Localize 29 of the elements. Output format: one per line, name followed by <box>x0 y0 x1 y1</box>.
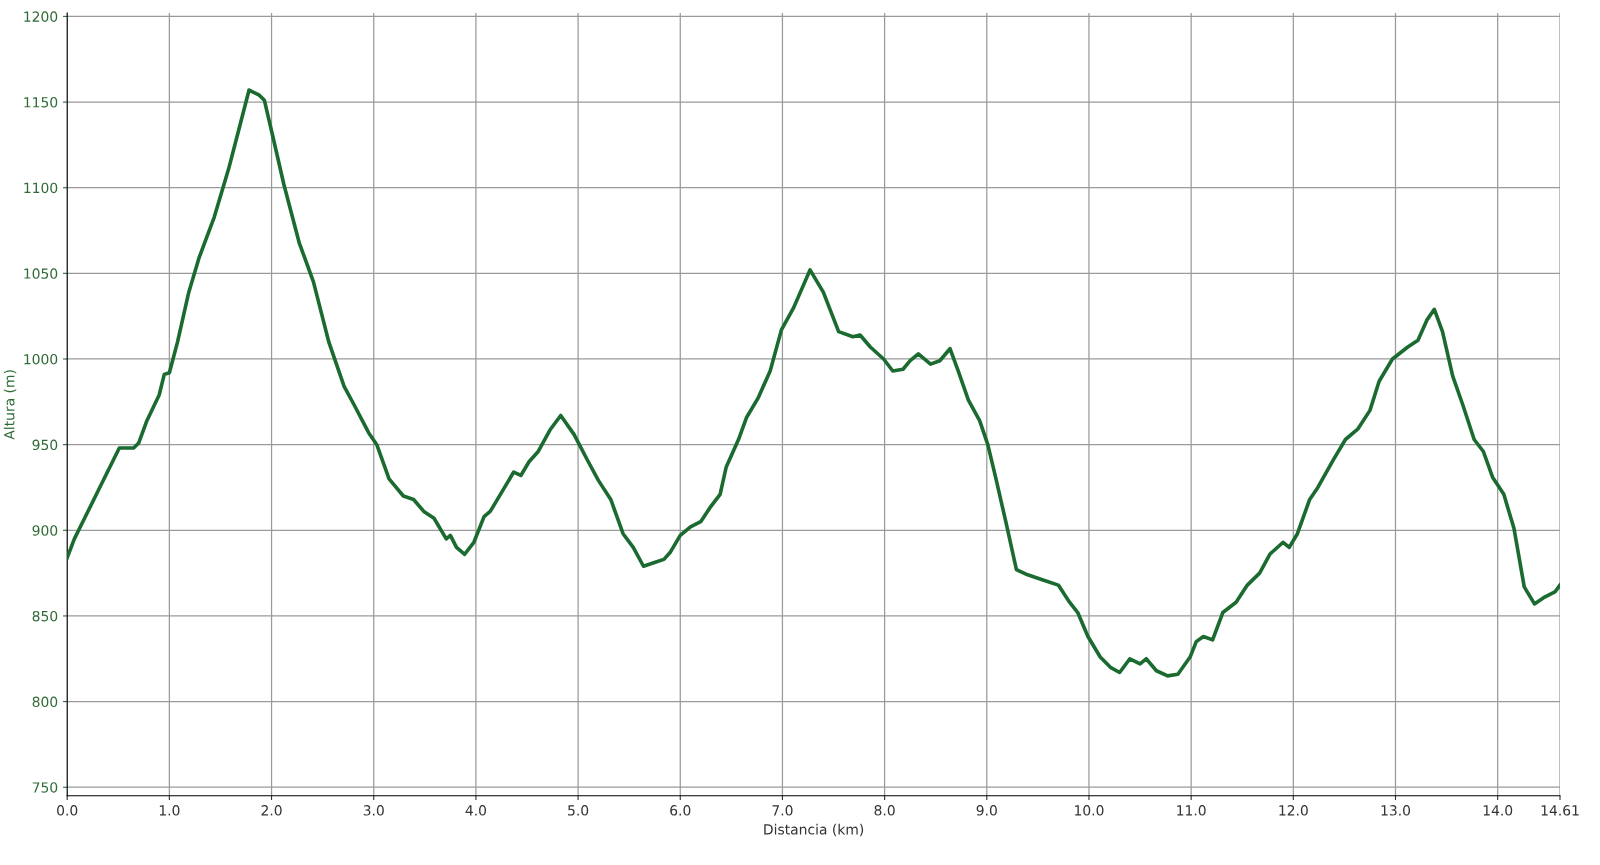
x-tick-label: 7.0 <box>772 805 793 816</box>
y-tick-label: 1200 <box>24 11 58 22</box>
y-tick-label: 1150 <box>24 97 58 108</box>
x-tick-label: 12.0 <box>1279 805 1308 816</box>
x-tick-label: 3.0 <box>363 805 384 816</box>
x-tick-label: 14.0 <box>1483 805 1513 816</box>
x-tick-label: 4.0 <box>465 805 487 816</box>
y-tick-label: 850 <box>32 610 58 622</box>
x-tick-label: 6.0 <box>670 805 691 816</box>
x-tick-label: 1.0 <box>159 805 180 816</box>
x-tick-label: 10.0 <box>1075 805 1104 816</box>
x-tick-label: 5.0 <box>568 805 589 816</box>
line-series <box>67 88 1561 678</box>
x-tick-label: 13.0 <box>1381 805 1411 816</box>
x-tick-label: 11.0 <box>1177 805 1206 816</box>
y-tick-label: 750 <box>32 782 58 793</box>
x-tick-label: 0.0 <box>57 805 78 816</box>
y-tick-label: 1050 <box>24 268 58 279</box>
x-axis-title: Distancia (km) <box>764 823 864 837</box>
x-tick-label: 14.61 <box>1541 805 1579 816</box>
y-tick-label: 1100 <box>24 182 58 194</box>
x-tick-label: 8.0 <box>874 805 895 816</box>
y-tick-label: 950 <box>32 439 58 451</box>
y-tick-label: 900 <box>32 525 58 536</box>
x-tick-label: 9.0 <box>976 805 997 816</box>
y-tick-label: 800 <box>32 696 58 708</box>
y-axis-title: Altura (m) <box>3 370 17 440</box>
y-tick-label: 1000 <box>24 353 58 365</box>
x-tick-label: 2.0 <box>261 805 282 816</box>
